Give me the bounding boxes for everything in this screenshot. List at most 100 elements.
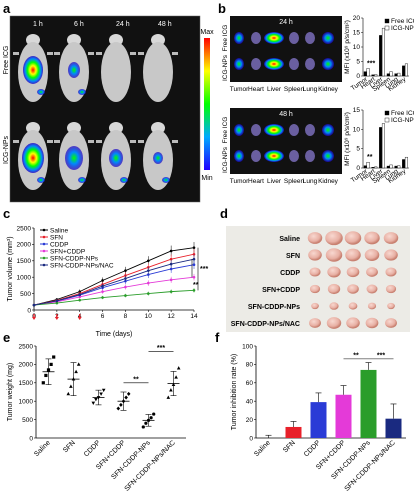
organ-image-background: [230, 108, 342, 174]
e-data-point: [49, 362, 53, 366]
c-data-point: [101, 296, 104, 299]
f-bar-4: [360, 369, 377, 438]
b-chart-bar-kidney: [404, 63, 408, 77]
organ-time-label: 24 h: [279, 19, 293, 26]
e-ytick-label: 2000: [19, 362, 34, 369]
c-data-point: [192, 257, 196, 261]
panel-c-line-chart: 0500100015002000250002468101214Tumor vol…: [7, 225, 208, 338]
e-data-point: [96, 396, 101, 400]
c-ylabel: Tumor volume (mm³): [7, 236, 14, 301]
f-category-label: SFN: [282, 439, 297, 454]
c-legend-marker: [42, 242, 46, 246]
b-chart-ytick-label: 15: [353, 30, 361, 37]
d-tumor: [309, 318, 321, 328]
b-chart-ylabel: MFI (x10⁹ p/s/cm²): [344, 112, 351, 166]
e-data-point: [176, 366, 181, 370]
c-xtick-label: 12: [168, 313, 176, 320]
d-tumor: [366, 284, 378, 294]
d-tumor: [346, 266, 360, 278]
panel-d-label: d: [220, 206, 228, 221]
e-data-point: [74, 369, 78, 374]
e-data-point: [174, 375, 178, 379]
d-photo-background: [226, 226, 410, 332]
d-group-label: SFN+CDDP: [262, 287, 300, 294]
f-ylabel: Tumor inhibition rate (%): [231, 354, 238, 430]
c-legend-marker: [42, 256, 46, 260]
organ-heart: [251, 58, 261, 70]
panel-a-frame: [9, 15, 201, 203]
mouse-arm: [130, 140, 136, 143]
d-tumor: [347, 284, 359, 294]
e-ytick-label: 1500: [19, 380, 34, 387]
mouse-arm: [130, 52, 136, 55]
d-tumor: [326, 317, 342, 329]
b-chart-bar-kidney: [402, 159, 406, 169]
organ-spleen: [289, 32, 299, 44]
b-chart-bar-liver: [381, 27, 385, 77]
fluorescence-signal: [22, 143, 44, 173]
c-data-point: [192, 246, 196, 249]
e-data-point: [119, 402, 123, 407]
d-tumor: [384, 249, 398, 261]
c-ytick-label: 2000: [17, 242, 32, 249]
c-data-point: [192, 252, 196, 256]
f-category-label: SFN-CDDP-NPs/NAC: [344, 439, 397, 492]
organ-time-label: 48 h: [279, 111, 293, 118]
e-data-point: [166, 395, 171, 399]
e-data-point: [91, 401, 96, 406]
mouse-arm: [138, 140, 144, 143]
c-data-point: [55, 299, 59, 303]
b-chart-ytick-label: 10: [353, 44, 361, 51]
organ-kidney: [322, 150, 334, 162]
organ-label: Tumor: [230, 86, 249, 93]
e-category-label: CDDP: [83, 439, 102, 458]
f-ytick-label: 100: [242, 343, 253, 350]
c-legend-label: Saline: [50, 227, 68, 234]
c-ytick-label: 500: [20, 291, 31, 298]
d-tumor: [346, 317, 360, 329]
panel-a-row-free-icg: Free ICG: [3, 46, 10, 75]
organ-spleen: [289, 150, 299, 162]
e-data-point: [141, 425, 145, 429]
f-ytick-label: 20: [246, 417, 254, 424]
c-legend-label: SFN-CDDP-NPs: [50, 255, 99, 262]
c-series-line-0: [33, 247, 195, 306]
d-tumor: [329, 302, 339, 310]
organ-liver: [264, 32, 284, 44]
organ-label: Liver: [267, 178, 282, 185]
b-chart-ytick-label: 0: [356, 165, 360, 172]
d-tumor: [383, 232, 399, 244]
e-significance-2: ***: [157, 345, 165, 352]
c-significance-2: **: [193, 282, 199, 289]
b-chart-legend-swatch: [384, 110, 390, 116]
f-bar-3: [335, 394, 352, 438]
mouse-arm: [172, 52, 178, 55]
f-bar-1: [285, 426, 302, 438]
b-chart-bar-heart: [374, 74, 378, 77]
b-chart-bar-spleen: [389, 164, 393, 169]
e-data-point: [44, 373, 48, 378]
mouse-arm: [13, 140, 19, 143]
e-significance-1: **: [133, 376, 139, 383]
organ-tumor: [234, 58, 244, 70]
c-significance-1: ***: [200, 266, 208, 273]
c-ytick-label: 1000: [17, 275, 32, 282]
tumor-signal: [120, 177, 128, 183]
mouse-arm: [54, 140, 60, 143]
b-chart-bar-heart: [374, 166, 378, 169]
d-tumor: [385, 267, 397, 277]
d-tumor: [364, 249, 380, 261]
d-group-label: CDDP: [280, 270, 300, 277]
e-data-point: [52, 355, 56, 359]
e-data-point: [69, 384, 73, 388]
panel-a-time-4: 48 h: [158, 21, 172, 28]
c-data-point: [169, 278, 173, 282]
d-tumor: [367, 302, 377, 310]
e-data-point: [41, 381, 45, 385]
e-category-label: SFN-CDDP-NPs/NAC: [124, 439, 177, 492]
c-data-point: [101, 279, 104, 282]
mouse-arm: [138, 52, 144, 55]
tumor-signal: [162, 177, 170, 183]
